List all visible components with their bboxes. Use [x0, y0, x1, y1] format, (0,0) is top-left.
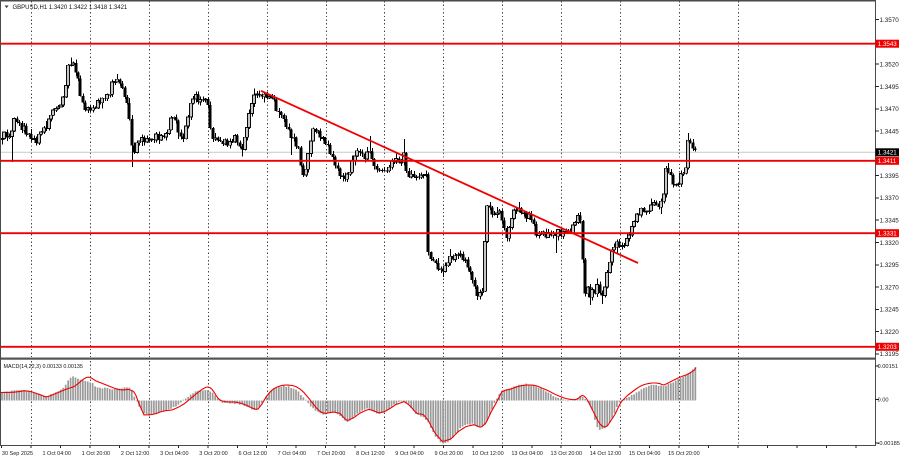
- svg-text:9 Oct 04:00: 9 Oct 04:00: [395, 451, 423, 457]
- svg-text:0.00: 0.00: [878, 398, 889, 404]
- svg-text:1.3495: 1.3495: [880, 84, 900, 91]
- svg-text:-0.00185: -0.00185: [878, 441, 900, 447]
- svg-text:1.3320: 1.3320: [880, 240, 900, 247]
- svg-text:7 Oct 04:00: 7 Oct 04:00: [278, 451, 306, 457]
- svg-text:9 Oct 20:00: 9 Oct 20:00: [434, 451, 462, 457]
- svg-text:8 Oct 12:00: 8 Oct 12:00: [356, 451, 384, 457]
- svg-text:6 Oct 12:00: 6 Oct 12:00: [238, 451, 266, 457]
- svg-text:1 Oct 04:00: 1 Oct 04:00: [42, 451, 70, 457]
- svg-text:13 Oct 04:00: 13 Oct 04:00: [511, 451, 543, 457]
- svg-text:7 Oct 20:00: 7 Oct 20:00: [317, 451, 345, 457]
- svg-text:1.3470: 1.3470: [880, 106, 900, 113]
- svg-text:1.3245: 1.3245: [880, 307, 900, 314]
- svg-text:1.3203: 1.3203: [878, 344, 897, 351]
- svg-text:15 Oct 20:00: 15 Oct 20:00: [668, 451, 700, 457]
- svg-text:1.3570: 1.3570: [880, 17, 900, 24]
- svg-text:1.3370: 1.3370: [880, 195, 900, 202]
- svg-text:13 Oct 20:00: 13 Oct 20:00: [551, 451, 583, 457]
- svg-text:1.3331: 1.3331: [878, 231, 897, 238]
- svg-text:15 Oct 04:00: 15 Oct 04:00: [629, 451, 661, 457]
- svg-text:1.3445: 1.3445: [880, 128, 900, 135]
- svg-text:30 Sep 2025: 30 Sep 2025: [2, 451, 33, 457]
- svg-text:GBPUSD,H1 1.3420 1.3422 1.341: GBPUSD,H1 1.3420 1.3422 1.3418 1.3421: [13, 5, 128, 11]
- svg-text:1.3220: 1.3220: [880, 329, 900, 336]
- svg-text:1.3270: 1.3270: [880, 284, 900, 291]
- svg-text:3 Oct 20:00: 3 Oct 20:00: [199, 451, 227, 457]
- svg-text:3 Oct 04:00: 3 Oct 04:00: [160, 451, 188, 457]
- svg-text:1.3421: 1.3421: [878, 150, 897, 157]
- svg-text:1.3295: 1.3295: [880, 262, 900, 269]
- svg-text:1.3395: 1.3395: [880, 173, 900, 180]
- svg-text:1 Oct 20:00: 1 Oct 20:00: [82, 451, 110, 457]
- svg-text:1.3411: 1.3411: [878, 158, 897, 165]
- svg-text:0.00151: 0.00151: [878, 364, 899, 370]
- svg-text:1.3195: 1.3195: [880, 351, 900, 358]
- svg-text:1.3345: 1.3345: [880, 218, 900, 225]
- svg-text:14 Oct 12:00: 14 Oct 12:00: [590, 451, 622, 457]
- svg-text:2 Oct 12:00: 2 Oct 12:00: [121, 451, 149, 457]
- svg-text:1.3543: 1.3543: [878, 41, 897, 48]
- svg-text:1.3520: 1.3520: [880, 62, 900, 69]
- svg-text:MACD(14,22,3) 0.00133 0.00135: MACD(14,22,3) 0.00133 0.00135: [4, 364, 83, 370]
- svg-text:10 Oct 12:00: 10 Oct 12:00: [472, 451, 504, 457]
